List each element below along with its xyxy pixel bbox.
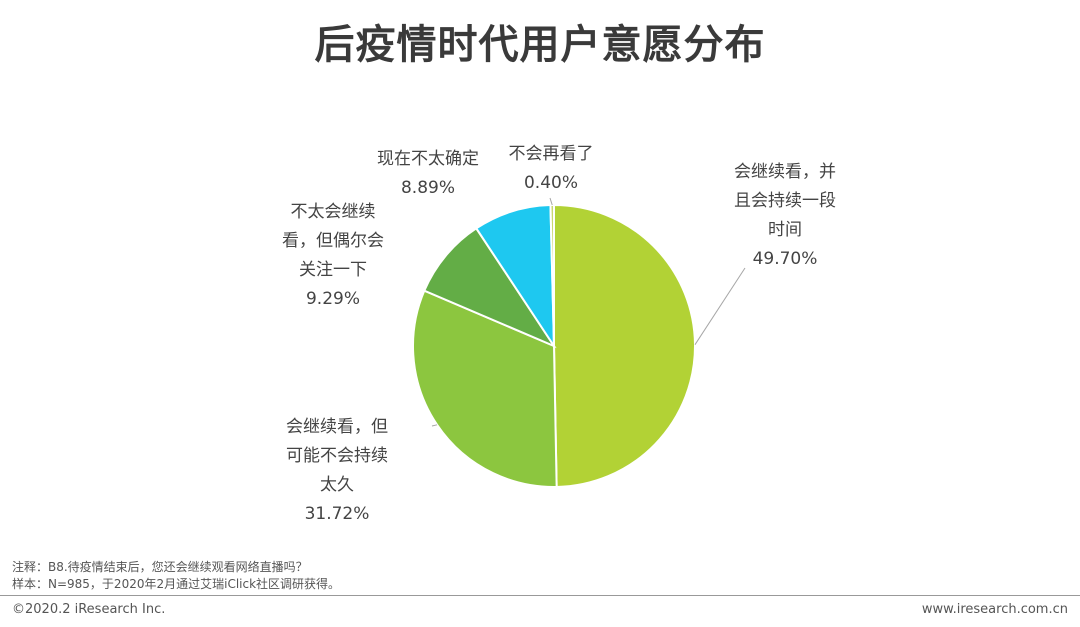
slice-label-line: 关注一下 [299,260,367,280]
slice-label-occasionally: 不太会继续 看，但偶尔会 关注一下 9.29% [268,198,398,314]
slice-stop [549,203,555,347]
slice-label-line: 会继续看，并 [734,162,836,182]
slice-label-continue-short: 会继续看，但 可能不会持续 太久 31.72% [272,413,402,529]
sample-note: 样本：N=985，于2020年2月通过艾瑞iClick社区调研获得。 [12,577,341,591]
footer-divider [0,595,1080,596]
slice-continue-short [412,289,558,488]
slice-occasionally [423,226,557,349]
slice-label-line: 且会持续一段 [734,191,836,211]
slice-label-line: 太久 [320,475,354,495]
leader-line [694,267,746,345]
slice-label-line: 可能不会持续 [286,446,388,466]
slice-value: 8.89% [400,178,455,198]
slice-value: 49.70% [752,249,818,269]
slice-label-line: 会继续看，但 [286,417,388,437]
slice-continue-long [553,203,696,488]
leader-line [549,197,553,206]
slice-label-line: 现在不太确定 [377,149,479,169]
slice-value: 31.72% [304,504,370,524]
chart-title: 后疫情时代用户意愿分布 [314,22,766,68]
slice-label-unsure: 现在不太确定 8.89% [368,145,488,203]
copyright: ©2020.2 iResearch Inc. [12,602,166,617]
slice-label-line: 不太会继续 [290,202,376,222]
slice-label-stop: 不会再看了 0.40% [496,140,606,198]
survey-note: 注释：B8.待疫情结束后，您还会继续观看网络直播吗？ [12,560,308,574]
slice-label-line: 时间 [768,220,802,240]
website: www.iresearch.com.cn [921,602,1068,617]
slice-label-line: 看，但偶尔会 [282,231,384,251]
leader-line [431,424,438,427]
slice-label-line: 不会再看了 [508,144,594,164]
slice-value: 9.29% [305,289,360,309]
slice-label-continue-long: 会继续看，并 且会持续一段 时间 49.70% [720,158,850,274]
slice-value: 0.40% [523,173,578,193]
